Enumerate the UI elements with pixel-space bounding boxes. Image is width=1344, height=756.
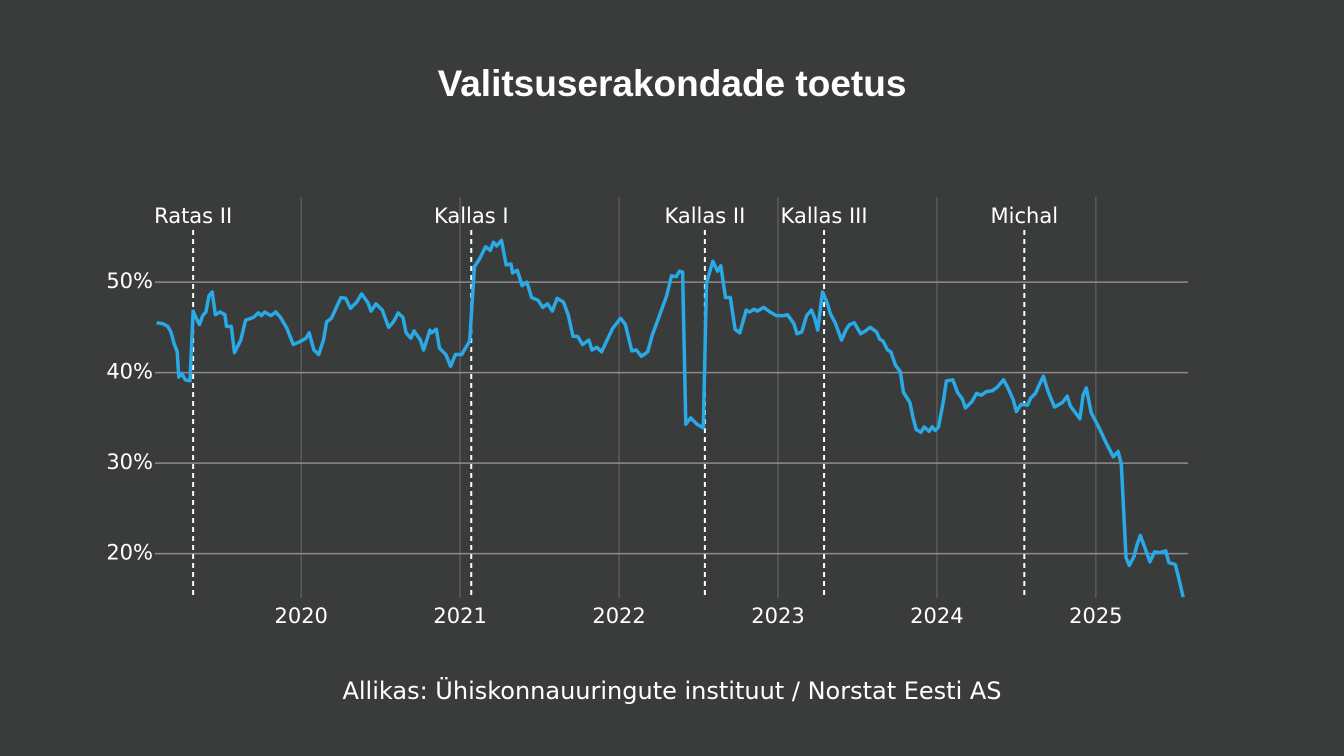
x-tick-label: 2025: [1069, 604, 1122, 628]
annotation-label: Ratas II: [154, 204, 232, 228]
annotation-label: Michal: [991, 204, 1059, 228]
source-note: Allikas: Ühiskonnauuringute instituut / …: [342, 676, 1001, 705]
y-tick-label: 30%: [106, 450, 153, 474]
data-line: [156, 238, 1185, 598]
y-tick-label: 20%: [106, 541, 153, 565]
x-tick-label: 2023: [751, 604, 804, 628]
y-tick-label: 50%: [106, 269, 153, 293]
x-tick-label: 2022: [592, 604, 645, 628]
annotation-label: Kallas III: [781, 204, 868, 228]
y-tick-label: 40%: [106, 360, 153, 384]
x-tick-label: 2021: [433, 604, 486, 628]
annotation-label: Kallas I: [434, 204, 509, 228]
x-tick-label: 2024: [910, 604, 963, 628]
annotation-label: Kallas II: [664, 204, 745, 228]
x-tick-label: 2020: [274, 604, 327, 628]
chart-title: Valitsuserakondade toetus: [438, 63, 907, 104]
